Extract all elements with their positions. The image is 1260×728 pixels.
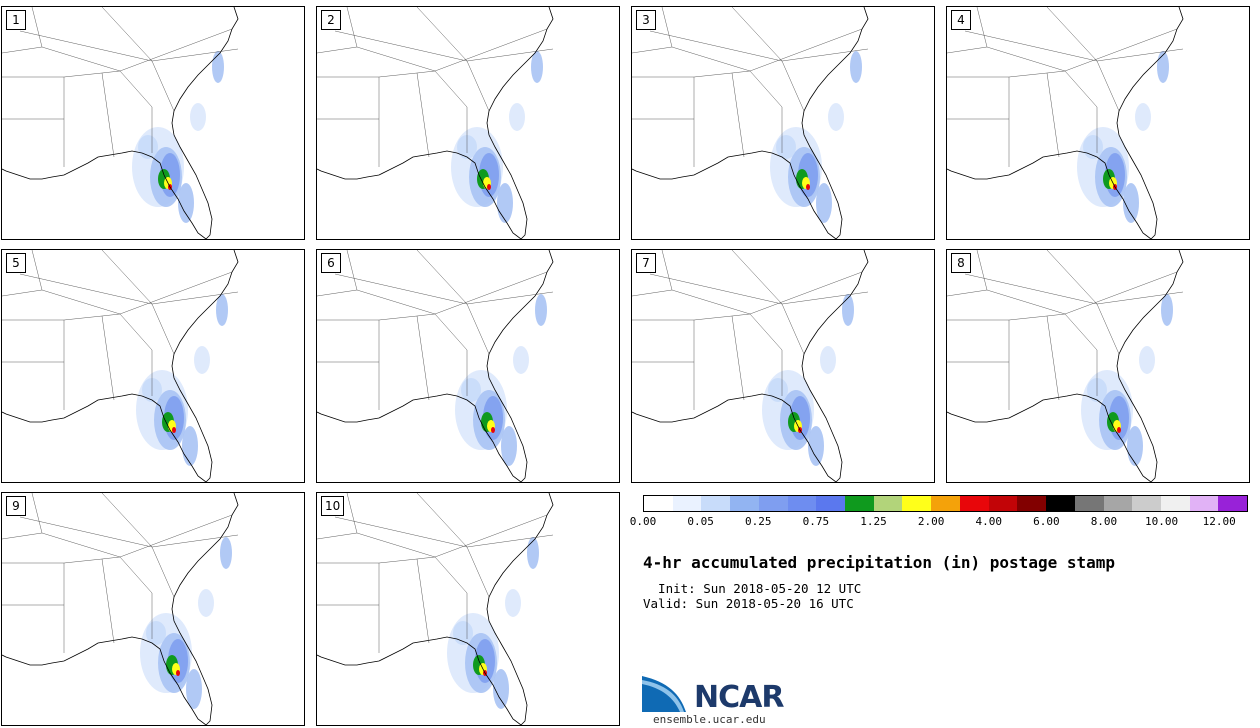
chart-title: 4-hr accumulated precipitation (in) post… bbox=[643, 553, 1116, 572]
member-label-8: 8 bbox=[951, 253, 971, 273]
colorbar-segment-1 bbox=[672, 496, 702, 511]
colorbar-segment-18 bbox=[1160, 496, 1190, 511]
precipitation-colorbar bbox=[643, 495, 1248, 512]
member-panel-7: 7 bbox=[631, 249, 935, 483]
precip-map-9 bbox=[2, 493, 239, 725]
colorbar-segment-5 bbox=[787, 496, 817, 511]
member-panel-8: 8 bbox=[946, 249, 1250, 483]
colorbar-segment-11 bbox=[959, 496, 989, 511]
colorbar-segment-0 bbox=[644, 496, 673, 511]
member-panel-1: 1 bbox=[1, 6, 305, 240]
colorbar-tick-label: 1.25 bbox=[860, 515, 887, 528]
member-label-10: 10 bbox=[321, 496, 345, 516]
colorbar-segment-6 bbox=[816, 496, 846, 511]
colorbar-tick-label: 0.75 bbox=[802, 515, 830, 528]
colorbar-segment-13 bbox=[1017, 496, 1047, 511]
colorbar-tick-labels: 0.00 0.05 0.25 0.75 1.25 2.00 4.00 6.00 8.00 10.0… bbox=[630, 515, 1248, 531]
ncar-logo-text: NCAR bbox=[694, 680, 784, 715]
colorbar-tick-label: 0.05 bbox=[687, 515, 714, 528]
precip-map-7 bbox=[632, 250, 869, 482]
precip-map-1 bbox=[2, 7, 239, 239]
colorbar-tick-label: 4.00 bbox=[975, 515, 1002, 528]
member-label-2: 2 bbox=[321, 10, 341, 30]
member-panel-2: 2 bbox=[316, 6, 620, 240]
colorbar-segment-19 bbox=[1189, 496, 1219, 511]
colorbar-segment-9 bbox=[902, 496, 932, 511]
init-time: Init: Sun 2018-05-20 12 UTC bbox=[643, 581, 862, 596]
colorbar-segment-4 bbox=[758, 496, 788, 511]
precip-map-8 bbox=[947, 250, 1184, 482]
member-panel-6: 6 bbox=[316, 249, 620, 483]
colorbar-tick-label: 12.00 bbox=[1202, 515, 1236, 528]
member-label-7: 7 bbox=[636, 253, 656, 273]
colorbar-segment-7 bbox=[845, 496, 874, 511]
colorbar-tick-label: 6.00 bbox=[1033, 515, 1060, 528]
colorbar-tick-label: 0.00 bbox=[629, 515, 657, 528]
ncar-logo-icon bbox=[642, 672, 692, 712]
member-label-5: 5 bbox=[6, 253, 26, 273]
colorbar-segment-15 bbox=[1074, 496, 1104, 511]
ensemble-url: ensemble.ucar.edu bbox=[653, 713, 766, 726]
valid-time: Valid: Sun 2018-05-20 16 UTC bbox=[643, 596, 854, 611]
member-label-6: 6 bbox=[321, 253, 341, 273]
precip-map-10 bbox=[317, 493, 554, 725]
member-panel-4: 4 bbox=[946, 6, 1250, 240]
colorbar-tick-label: 10.00 bbox=[1145, 515, 1179, 528]
colorbar-segment-16 bbox=[1103, 496, 1133, 511]
colorbar-segment-20 bbox=[1218, 496, 1248, 511]
colorbar-tick-label: 8.00 bbox=[1090, 515, 1118, 528]
precip-map-3 bbox=[632, 7, 869, 239]
precip-map-4 bbox=[947, 7, 1184, 239]
colorbar-segment-8 bbox=[873, 496, 903, 511]
colorbar-segment-10 bbox=[931, 496, 960, 511]
colorbar-segment-17 bbox=[1132, 496, 1161, 511]
colorbar-tick-label: 0.25 bbox=[744, 515, 772, 528]
member-panel-5: 5 bbox=[1, 249, 305, 483]
member-panel-9: 9 bbox=[1, 492, 305, 726]
colorbar-segment-3 bbox=[730, 496, 759, 511]
colorbar-segment-12 bbox=[988, 496, 1018, 511]
precip-map-6 bbox=[317, 250, 554, 482]
colorbar-segment-14 bbox=[1046, 496, 1075, 511]
precip-map-5 bbox=[2, 250, 239, 482]
member-panel-10: 10 bbox=[316, 492, 620, 726]
precip-map-2 bbox=[317, 7, 554, 239]
member-label-3: 3 bbox=[636, 10, 656, 30]
colorbar-segment-2 bbox=[701, 496, 731, 511]
member-label-4: 4 bbox=[951, 10, 971, 30]
member-label-1: 1 bbox=[6, 10, 26, 30]
member-panel-3: 3 bbox=[631, 6, 935, 240]
member-label-9: 9 bbox=[6, 496, 26, 516]
colorbar-tick-label: 2.00 bbox=[917, 515, 945, 528]
